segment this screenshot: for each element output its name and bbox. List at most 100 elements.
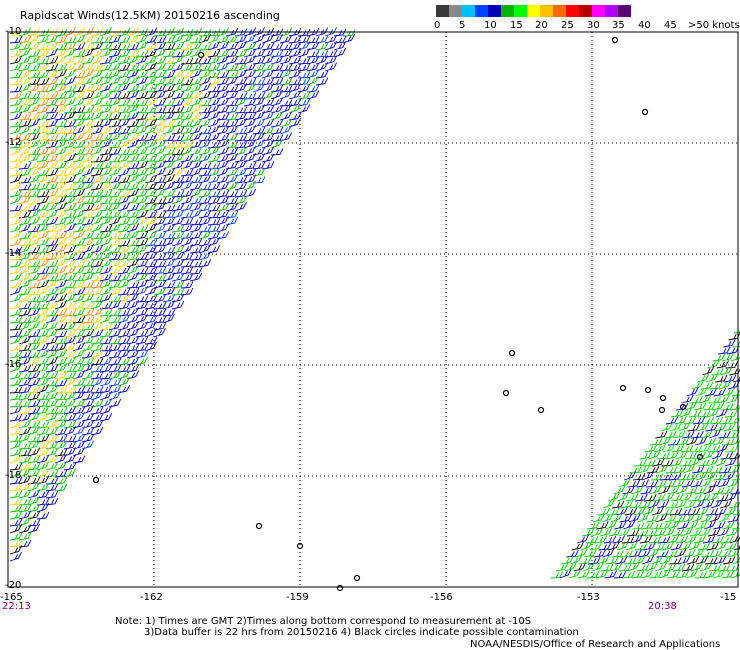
- wind-barb: [36, 138, 49, 149]
- wind-barb: [654, 479, 668, 488]
- wind-barb: [216, 83, 230, 93]
- wind-barb: [144, 341, 157, 352]
- wind-barb: [18, 350, 32, 359]
- wind-barb: [108, 216, 121, 226]
- wind-barb: [673, 430, 686, 439]
- wind-barb: [99, 250, 112, 261]
- wind-barb: [99, 243, 112, 254]
- wind-barb: [90, 336, 104, 345]
- wind-barb: [216, 70, 230, 79]
- wind-barb: [117, 194, 130, 205]
- wind-barb: [117, 126, 131, 135]
- wind-barb: [117, 370, 131, 380]
- wind-barb: [108, 364, 122, 373]
- wind-barb: [615, 556, 628, 565]
- wind-barb: [99, 99, 113, 107]
- wind-barb: [36, 356, 50, 366]
- wind-barb: [9, 419, 23, 429]
- wind-barb: [605, 519, 618, 530]
- wind-barb: [207, 103, 220, 114]
- wind-barb: [153, 287, 167, 296]
- wind-barb: [225, 132, 239, 142]
- legend-swatch: [462, 5, 475, 17]
- wind-barb: [669, 508, 683, 516]
- wind-barb: [613, 571, 627, 579]
- wind-barb: [54, 286, 68, 296]
- wind-barb: [135, 253, 149, 261]
- wind-barb: [9, 280, 23, 289]
- wind-barb: [717, 478, 730, 488]
- wind-barb: [693, 534, 707, 544]
- wind-barb: [90, 69, 104, 79]
- wind-barb: [171, 91, 185, 100]
- wind-barb: [180, 33, 193, 44]
- wind-barb: [144, 260, 158, 268]
- wind-barb: [9, 377, 23, 387]
- wind-barb: [27, 320, 40, 331]
- wind-barb: [270, 148, 284, 156]
- wind-barb: [135, 209, 149, 219]
- wind-barb: [99, 196, 113, 205]
- wind-barb: [108, 321, 122, 331]
- wind-barb: [603, 535, 617, 544]
- island-outline: [296, 542, 304, 550]
- wind-barb: [162, 258, 176, 268]
- wind-barb: [716, 527, 730, 537]
- wind-barb: [126, 111, 140, 121]
- wind-barb: [279, 49, 293, 58]
- wind-barb: [63, 202, 77, 212]
- wind-barb: [117, 231, 131, 240]
- wind-barb: [117, 132, 131, 142]
- wind-barb: [189, 175, 203, 184]
- wind-barb: [180, 57, 194, 65]
- wind-barb: [90, 348, 103, 359]
- wind-barb: [682, 513, 695, 523]
- wind-barb: [117, 105, 131, 114]
- wind-barb: [180, 78, 194, 86]
- wind-barb: [722, 387, 735, 397]
- wind-barb: [63, 377, 76, 387]
- wind-barb: [36, 405, 50, 415]
- wind-barb: [704, 470, 717, 481]
- wind-barb: [108, 48, 122, 58]
- wind-barb: [117, 91, 131, 100]
- island-outline: [644, 386, 652, 394]
- wind-barb: [126, 230, 140, 240]
- wind-barb: [72, 385, 86, 394]
- wind-barb: [646, 514, 659, 523]
- wind-barb: [613, 485, 626, 495]
- wind-barb: [54, 244, 67, 254]
- wind-barb: [36, 329, 50, 338]
- wind-barb: [27, 468, 41, 478]
- wind-barb: [54, 153, 68, 163]
- wind-barb: [63, 258, 77, 268]
- wind-barb: [270, 134, 284, 142]
- wind-barb: [234, 34, 248, 44]
- wind-barb: [180, 126, 194, 135]
- wind-barb: [162, 62, 176, 72]
- wind-barb: [324, 34, 338, 44]
- wind-barb: [18, 335, 32, 345]
- wind-barb: [153, 90, 167, 100]
- wind-barb: [63, 189, 77, 198]
- island-outline: [659, 394, 667, 402]
- wind-barb: [721, 352, 734, 362]
- wind-barb: [126, 349, 140, 359]
- island-outline: [619, 384, 627, 392]
- wind-barb: [126, 34, 140, 44]
- wind-barb: [90, 119, 104, 128]
- wind-barb: [189, 196, 203, 205]
- wind-barb: [279, 103, 292, 114]
- wind-barb: [704, 519, 717, 530]
- wind-barb: [135, 224, 149, 233]
- wind-barb: [684, 451, 697, 460]
- wind-barb: [279, 34, 293, 44]
- wind-barb: [54, 337, 68, 345]
- wind-barb: [162, 49, 176, 58]
- wind-barb: [108, 350, 122, 359]
- wind-barb: [63, 106, 77, 114]
- wind-barb: [207, 70, 221, 79]
- wind-barb: [162, 246, 176, 254]
- wind-barb: [643, 459, 656, 467]
- wind-barb: [162, 216, 176, 226]
